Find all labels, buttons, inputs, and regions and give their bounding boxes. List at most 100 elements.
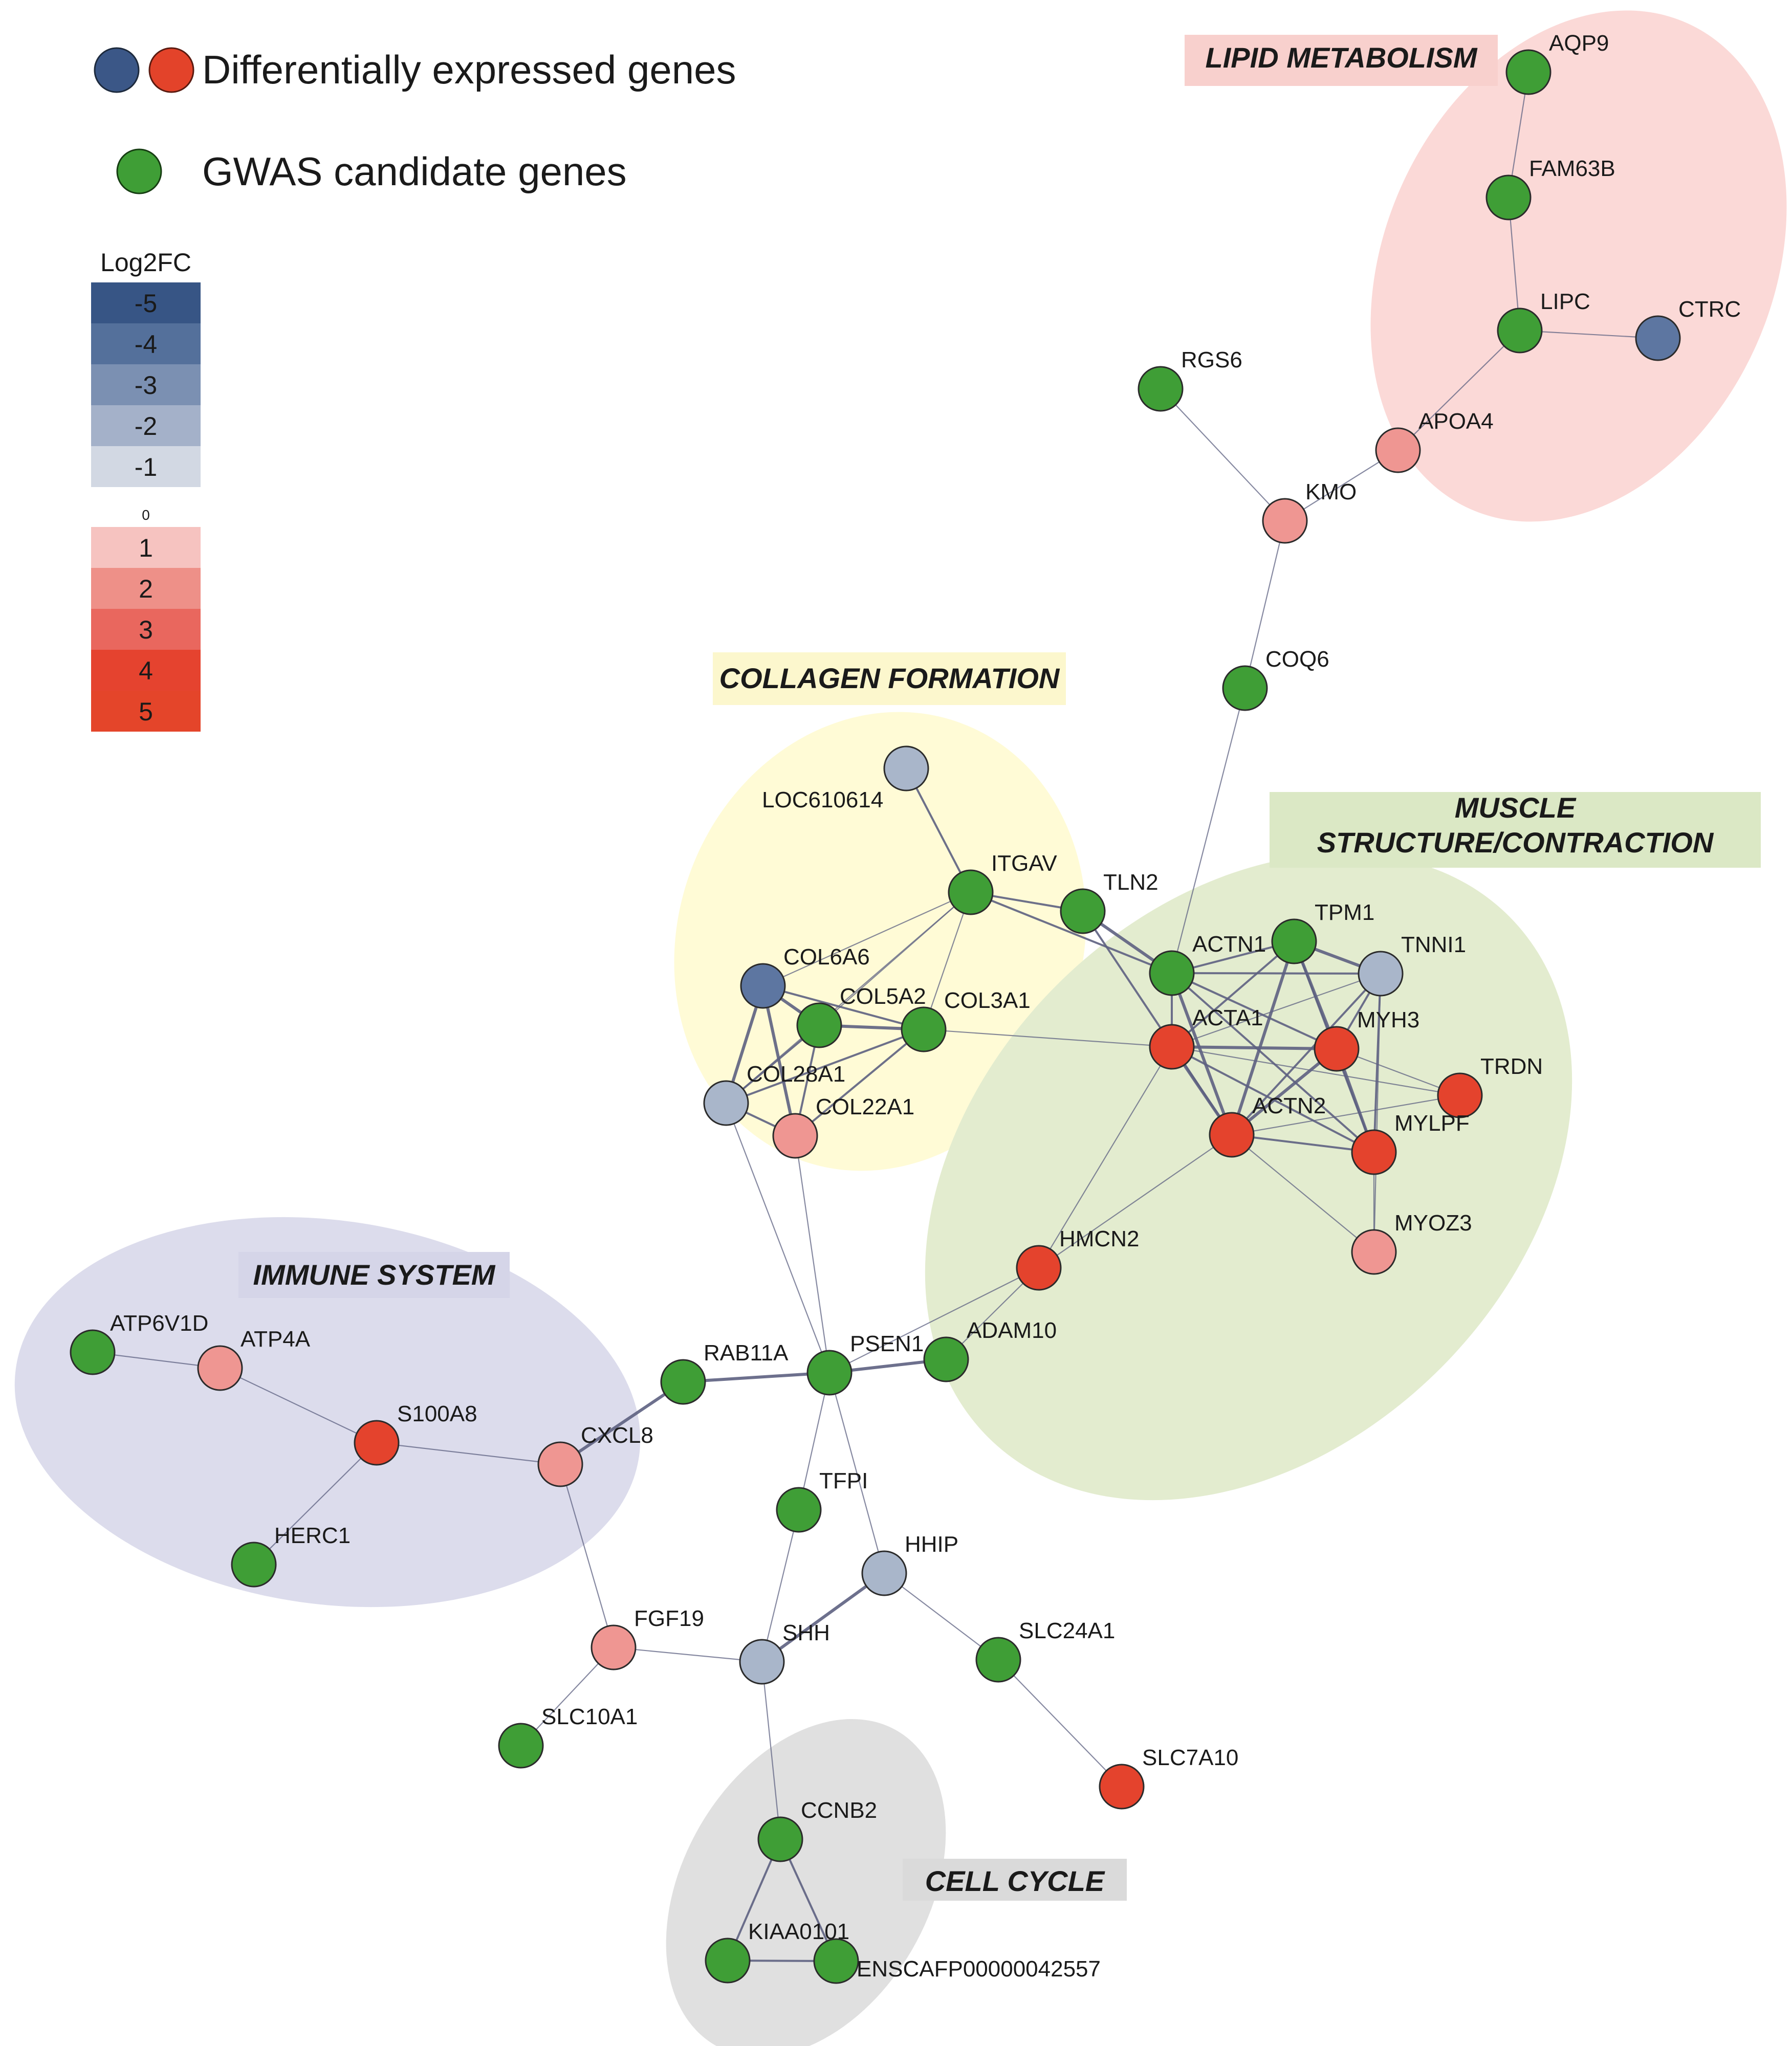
edge-psen1-tfpi bbox=[798, 1372, 831, 1510]
immune-system-label: IMMUNE SYSTEM bbox=[253, 1259, 496, 1291]
node-label-enscafp00000042557: ENSCAFP00000042557 bbox=[857, 1956, 1101, 1982]
node-ctrc[interactable] bbox=[1635, 315, 1681, 361]
node-cxcl8[interactable] bbox=[537, 1441, 583, 1487]
log2fc-title: Log2FC bbox=[100, 248, 191, 277]
node-acta1[interactable] bbox=[1149, 1024, 1195, 1070]
node-atp4a[interactable] bbox=[197, 1345, 243, 1391]
node-label-col28a1: COL28A1 bbox=[747, 1062, 845, 1087]
edge-col3a1-col28a1 bbox=[726, 1028, 924, 1104]
node-tnni1[interactable] bbox=[1358, 951, 1404, 997]
node-label-slc10a1: SLC10A1 bbox=[541, 1704, 638, 1729]
node-tln2[interactable] bbox=[1060, 888, 1106, 934]
node-label-slc24a1: SLC24A1 bbox=[1019, 1618, 1115, 1643]
node-myoz3[interactable] bbox=[1351, 1229, 1397, 1275]
gwas-legend-dot bbox=[116, 148, 162, 194]
log2fc-positive-bins: 1 2 3 4 5 bbox=[91, 527, 201, 732]
log2fc-bin bbox=[91, 568, 201, 609]
log2fc-bin-label: 1 bbox=[139, 534, 153, 562]
gwas-legend-label: GWAS candidate genes bbox=[202, 149, 627, 194]
node-coq6[interactable] bbox=[1222, 665, 1268, 711]
node-ccnb2[interactable] bbox=[757, 1816, 803, 1862]
edge-itgav-col6a6 bbox=[762, 891, 971, 987]
node-myh3[interactable] bbox=[1314, 1026, 1360, 1072]
node-label-itgav: ITGAV bbox=[991, 851, 1057, 876]
node-rgs6[interactable] bbox=[1138, 366, 1184, 412]
node-label-kmo: KMO bbox=[1305, 479, 1357, 504]
node-slc7a10[interactable] bbox=[1099, 1764, 1145, 1810]
log2fc-bin-label: -5 bbox=[135, 289, 157, 318]
log2fc-bin bbox=[91, 364, 201, 405]
node-label-fam63b: FAM63B bbox=[1529, 156, 1615, 181]
node-enscafp00000042557[interactable] bbox=[813, 1938, 859, 1984]
node-label-myoz3: MYOZ3 bbox=[1394, 1211, 1472, 1236]
node-col3a1[interactable] bbox=[901, 1006, 947, 1052]
node-label-actn2: ACTN2 bbox=[1252, 1093, 1326, 1118]
node-rab11a[interactable] bbox=[660, 1359, 706, 1405]
log2fc-bin bbox=[91, 650, 201, 691]
edge-col3a1-col22a1 bbox=[794, 1028, 925, 1137]
node-actn2[interactable] bbox=[1209, 1112, 1255, 1158]
legend: Differentially expressed genes GWAS cand… bbox=[94, 47, 736, 194]
edge-col28a1-psen1 bbox=[725, 1103, 831, 1373]
edge-actn1-actn2 bbox=[1170, 972, 1233, 1136]
log2fc-bin-label: -3 bbox=[135, 371, 157, 400]
node-loc610614[interactable] bbox=[883, 745, 929, 791]
node-col22a1[interactable] bbox=[772, 1113, 818, 1159]
node-slc10a1[interactable] bbox=[498, 1723, 544, 1769]
node-itgav[interactable] bbox=[948, 869, 994, 915]
group-labels: LIPID METABOLISM COLLAGEN FORMATION MUSC… bbox=[238, 35, 1761, 1901]
node-hmcn2[interactable] bbox=[1016, 1245, 1062, 1291]
node-herc1[interactable] bbox=[231, 1542, 277, 1588]
node-trdn[interactable] bbox=[1437, 1072, 1483, 1118]
node-shh[interactable] bbox=[739, 1639, 785, 1685]
node-slc24a1[interactable] bbox=[975, 1637, 1021, 1683]
edge-shh-ccnb2 bbox=[761, 1661, 781, 1840]
node-apoa4[interactable] bbox=[1375, 427, 1421, 473]
node-mylpf[interactable] bbox=[1351, 1129, 1397, 1175]
node-tpm1[interactable] bbox=[1271, 918, 1317, 964]
node-aqp9[interactable] bbox=[1505, 49, 1551, 95]
group-muscle-region bbox=[925, 853, 1572, 1501]
node-label-rab11a: RAB11A bbox=[704, 1340, 789, 1366]
node-col28a1[interactable] bbox=[703, 1080, 749, 1126]
edge-itgav-actn1 bbox=[970, 891, 1172, 974]
node-tfpi[interactable] bbox=[776, 1487, 822, 1533]
edge-hhip-shh bbox=[761, 1572, 885, 1663]
log2fc-bin bbox=[91, 527, 201, 568]
edge-actn1-mylpf bbox=[1171, 972, 1375, 1153]
muscle-label-bg bbox=[1270, 792, 1761, 868]
node-col5a2[interactable] bbox=[796, 1002, 842, 1048]
node-lipc[interactable] bbox=[1497, 307, 1543, 354]
edge-slc24a1-slc7a10 bbox=[998, 1659, 1122, 1787]
node-adam10[interactable] bbox=[923, 1336, 969, 1382]
node-label-aqp9: AQP9 bbox=[1549, 31, 1609, 56]
edge-tnni1-actn2 bbox=[1231, 973, 1382, 1136]
node-label-acta1: ACTA1 bbox=[1192, 1005, 1263, 1030]
node-psen1[interactable] bbox=[806, 1350, 853, 1396]
log2fc-bin-label: 5 bbox=[139, 697, 153, 726]
node-label-herc1: HERC1 bbox=[274, 1523, 351, 1548]
node-label-s100a8: S100A8 bbox=[397, 1401, 477, 1426]
node-hhip[interactable] bbox=[861, 1550, 907, 1596]
lipid-label-bg bbox=[1185, 35, 1498, 86]
node-label-psen1: PSEN1 bbox=[850, 1331, 924, 1356]
edge-col6a6-col3a1 bbox=[762, 985, 924, 1030]
node-label-hmcn2: HMCN2 bbox=[1059, 1226, 1139, 1251]
node-label-col3a1: COL3A1 bbox=[944, 988, 1031, 1013]
node-fgf19[interactable] bbox=[591, 1624, 637, 1670]
node-actn1[interactable] bbox=[1149, 950, 1195, 996]
log2fc-bin bbox=[91, 691, 201, 732]
node-kiaa0101[interactable] bbox=[705, 1938, 751, 1984]
collagen-label-bg bbox=[713, 652, 1066, 705]
node-label-tfpi: TFPI bbox=[819, 1468, 868, 1493]
node-kmo[interactable] bbox=[1262, 498, 1308, 544]
muscle-structure-label-line2: STRUCTURE/CONTRACTION bbox=[1317, 826, 1714, 859]
node-s100a8[interactable] bbox=[354, 1420, 400, 1466]
node-col6a6[interactable] bbox=[740, 963, 786, 1009]
node-fam63b[interactable] bbox=[1485, 174, 1532, 221]
node-label-cxcl8: CXCL8 bbox=[581, 1423, 653, 1448]
node-atp6v1d[interactable] bbox=[70, 1329, 116, 1375]
edge-acta1-myh3 bbox=[1171, 1045, 1337, 1050]
edge-actn1-myh3 bbox=[1171, 972, 1337, 1050]
